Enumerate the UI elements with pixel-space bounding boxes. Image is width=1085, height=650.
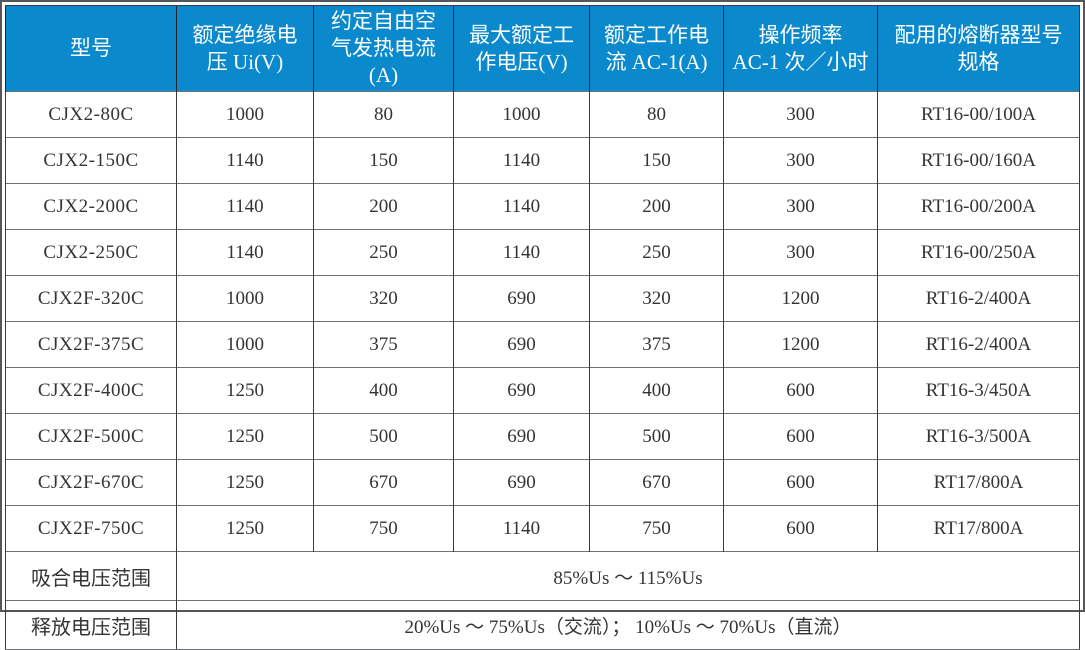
table-cell: 1000 — [176, 321, 314, 368]
table-cell: RT17/800A — [877, 459, 1080, 506]
table-cell: 1200 — [723, 321, 878, 368]
column-header-max-working-voltage: 最大额定工 作电压(V) — [453, 5, 590, 92]
table-cell: 500 — [313, 413, 454, 460]
model-cell: CJX2F-670C — [5, 459, 177, 506]
table-cell: 1200 — [723, 275, 878, 322]
model-cell: CJX2-150C — [5, 137, 177, 184]
table-cell: 500 — [589, 413, 724, 460]
table-cell: 690 — [453, 459, 590, 506]
table-cell: 200 — [313, 183, 454, 230]
table-cell: RT17/800A — [877, 505, 1080, 552]
table-cell: 150 — [589, 137, 724, 184]
table-cell: 375 — [589, 321, 724, 368]
model-cell: CJX2F-375C — [5, 321, 177, 368]
model-cell: CJX2-250C — [5, 229, 177, 276]
table-cell: 150 — [313, 137, 454, 184]
footer-row-release-voltage: 释放电压范围 20%Us ～ 75%Us（交流）； 10%Us ～ 70%Us（… — [5, 600, 1080, 650]
table-row: CJX2F-320C 1000 320 690 320 1200 RT16-2/… — [5, 275, 1080, 322]
table-cell: 600 — [723, 505, 878, 552]
table-cell: 690 — [453, 321, 590, 368]
table-cell: 1250 — [176, 505, 314, 552]
column-header-working-current: 额定工作电 流 AC-1(A) — [589, 5, 724, 92]
contactor-spec-table: 型号 额定绝缘电 压 Ui(V) 约定自由空 气发热电流 (A) 最大额定工 作… — [5, 5, 1080, 650]
table-cell: 670 — [313, 459, 454, 506]
table-cell: 300 — [723, 91, 878, 138]
table-cell: 1140 — [176, 137, 314, 184]
model-cell: CJX2-80C — [5, 91, 177, 138]
table-cell: 1000 — [176, 275, 314, 322]
table-cell: 300 — [723, 137, 878, 184]
footer-row-pickup-voltage: 吸合电压范围 85%Us ～ 115%Us — [5, 551, 1080, 601]
table-cell: 1140 — [453, 505, 590, 552]
column-header-insulation-voltage: 额定绝缘电 压 Ui(V) — [176, 5, 314, 92]
model-cell: CJX2F-500C — [5, 413, 177, 460]
table-cell: 200 — [589, 183, 724, 230]
table-cell: 375 — [313, 321, 454, 368]
table-cell: 690 — [453, 275, 590, 322]
column-header-fuse-spec: 配用的熔断器型号 规格 — [877, 5, 1080, 92]
table-cell: 750 — [313, 505, 454, 552]
footer-value: 20%Us ～ 75%Us（交流）； 10%Us ～ 70%Us（直流） — [176, 600, 1080, 650]
table-cell: 80 — [589, 91, 724, 138]
table-cell: 1000 — [176, 91, 314, 138]
table-cell: 1140 — [176, 229, 314, 276]
table-cell: 320 — [589, 275, 724, 322]
table-cell: 600 — [723, 459, 878, 506]
table-cell: 250 — [313, 229, 454, 276]
table-cell: 320 — [313, 275, 454, 322]
footer-value: 85%Us ～ 115%Us — [176, 551, 1080, 601]
table-cell: 1140 — [453, 229, 590, 276]
table-cell: RT16-00/250A — [877, 229, 1080, 276]
table-row: CJX2-80C 1000 80 1000 80 300 RT16-00/100… — [5, 91, 1080, 138]
table-cell: 670 — [589, 459, 724, 506]
model-cell: CJX2F-400C — [5, 367, 177, 414]
model-cell: CJX2F-320C — [5, 275, 177, 322]
table-cell: 1250 — [176, 413, 314, 460]
table-cell: RT16-00/100A — [877, 91, 1080, 138]
table-cell: 1000 — [453, 91, 590, 138]
column-header-operating-frequency: 操作频率 AC-1 次／小时 — [723, 5, 878, 92]
table-cell: 750 — [589, 505, 724, 552]
column-header-thermal-current: 约定自由空 气发热电流 (A) — [313, 5, 454, 92]
table-row: CJX2F-400C 1250 400 690 400 600 RT16-3/4… — [5, 367, 1080, 414]
model-cell: CJX2F-750C — [5, 505, 177, 552]
table-cell: RT16-00/200A — [877, 183, 1080, 230]
table-cell: RT16-00/160A — [877, 137, 1080, 184]
table-cell: RT16-2/400A — [877, 321, 1080, 368]
table-cell: 690 — [453, 413, 590, 460]
table-cell: 250 — [589, 229, 724, 276]
table-cell: RT16-3/450A — [877, 367, 1080, 414]
table-cell: RT16-3/500A — [877, 413, 1080, 460]
table-row: CJX2F-375C 1000 375 690 375 1200 RT16-2/… — [5, 321, 1080, 368]
table-cell: 600 — [723, 413, 878, 460]
footer-label: 吸合电压范围 — [5, 551, 177, 601]
table-row: CJX2F-500C 1250 500 690 500 600 RT16-3/5… — [5, 413, 1080, 460]
table-cell: 600 — [723, 367, 878, 414]
header-row: 型号 额定绝缘电 压 Ui(V) 约定自由空 气发热电流 (A) 最大额定工 作… — [5, 5, 1080, 92]
table-cell: 1250 — [176, 367, 314, 414]
model-cell: CJX2-200C — [5, 183, 177, 230]
column-header-model: 型号 — [5, 5, 177, 92]
table-cell: 80 — [313, 91, 454, 138]
table-row: CJX2-200C 1140 200 1140 200 300 RT16-00/… — [5, 183, 1080, 230]
table-cell: 690 — [453, 367, 590, 414]
table-cell: 400 — [589, 367, 724, 414]
table-cell: 300 — [723, 229, 878, 276]
table-row: CJX2F-670C 1250 670 690 670 600 RT17/800… — [5, 459, 1080, 506]
table-cell: 300 — [723, 183, 878, 230]
table-cell: 1140 — [453, 183, 590, 230]
footer-label: 释放电压范围 — [5, 600, 177, 650]
table-cell: 1250 — [176, 459, 314, 506]
table-row: CJX2-150C 1140 150 1140 150 300 RT16-00/… — [5, 137, 1080, 184]
table-row: CJX2F-750C 1250 750 1140 750 600 RT17/80… — [5, 505, 1080, 552]
table-cell: 1140 — [176, 183, 314, 230]
table-cell: 1140 — [453, 137, 590, 184]
table-cell: RT16-2/400A — [877, 275, 1080, 322]
table-cell: 400 — [313, 367, 454, 414]
table-row: CJX2-250C 1140 250 1140 250 300 RT16-00/… — [5, 229, 1080, 276]
